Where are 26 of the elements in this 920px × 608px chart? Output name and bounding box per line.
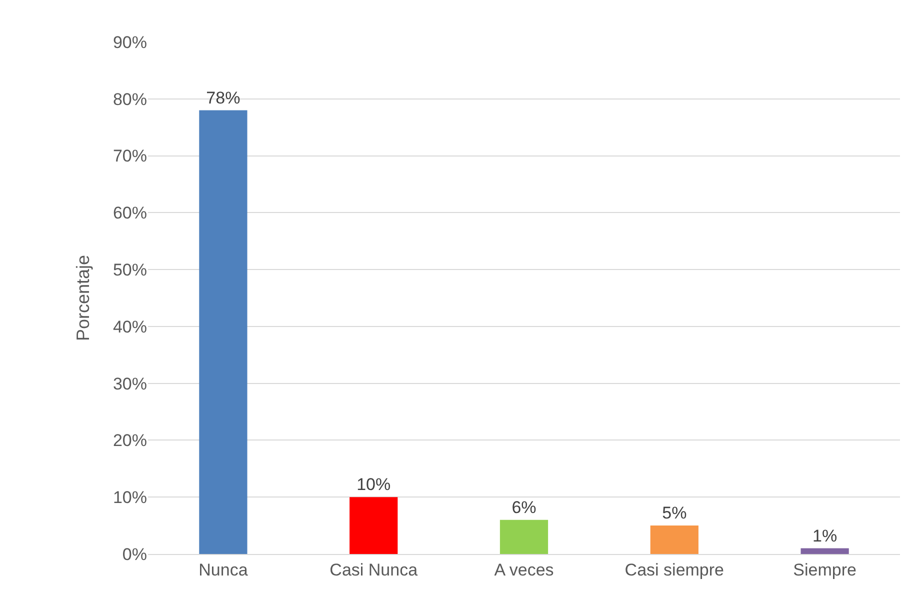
y-tick-label: 0% xyxy=(122,544,147,564)
bar xyxy=(650,526,698,554)
bar xyxy=(500,520,548,554)
x-tick-label: Casi siempre xyxy=(624,560,724,580)
bar xyxy=(199,110,248,554)
data-label: 5% xyxy=(662,504,687,523)
bar xyxy=(800,548,849,554)
y-tick-label: 10% xyxy=(112,488,147,508)
data-label: 6% xyxy=(512,498,536,517)
bar xyxy=(350,497,398,554)
y-tick-label: 60% xyxy=(112,204,147,223)
x-tick-label: Nunca xyxy=(198,560,248,580)
y-axis-title: Porcentaje xyxy=(73,254,94,342)
y-tick-label: 80% xyxy=(112,90,147,109)
y-tick-label: 30% xyxy=(112,374,147,394)
y-tick-label: 90% xyxy=(112,32,147,52)
x-tick-label: A veces xyxy=(494,560,554,580)
data-label: 1% xyxy=(812,526,838,546)
y-tick-label: 70% xyxy=(112,146,147,166)
x-tick-label: Siempre xyxy=(793,560,856,580)
data-label: 78% xyxy=(206,88,240,108)
y-tick-label: 50% xyxy=(112,260,147,280)
data-label: 10% xyxy=(356,475,391,494)
y-tick-label: 40% xyxy=(112,317,147,336)
y-tick-label: 20% xyxy=(112,431,147,450)
x-tick-label: Casi Nunca xyxy=(330,560,418,580)
